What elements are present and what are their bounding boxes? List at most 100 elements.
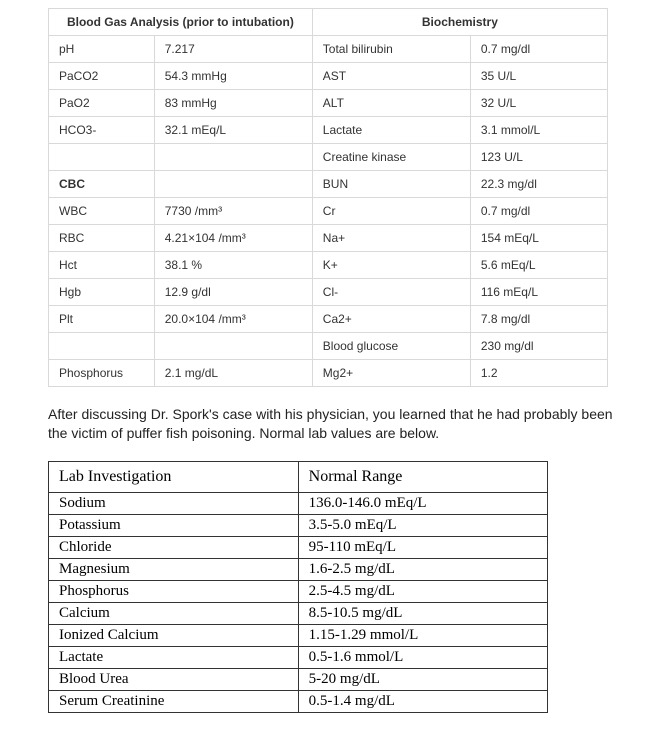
table-cell: CBC [49, 171, 155, 198]
table-cell: Lactate [312, 117, 470, 144]
table-cell: 83 mmHg [154, 90, 312, 117]
table-row: Lactate0.5-1.6 mmol/L [49, 646, 548, 668]
table-row: PaO283 mmHgALT32 U/L [49, 90, 608, 117]
table-cell: ALT [312, 90, 470, 117]
table-row: Calcium8.5-10.5 mg/dL [49, 602, 548, 624]
table-row: Serum Creatinine0.5-1.4 mg/dL [49, 690, 548, 712]
table-cell: Chloride [49, 536, 299, 558]
table-cell: 0.5-1.4 mg/dL [298, 690, 547, 712]
table-cell: 38.1 % [154, 252, 312, 279]
table-row: PaCO254.3 mmHgAST35 U/L [49, 63, 608, 90]
table-row: Hgb12.9 g/dlCl-116 mEq/L [49, 279, 608, 306]
table-row: Ionized Calcium1.15-1.29 mmol/L [49, 624, 548, 646]
table-cell: Cl- [312, 279, 470, 306]
table-row: Phosphorus2.5-4.5 mg/dL [49, 580, 548, 602]
table-cell: 154 mEq/L [470, 225, 607, 252]
table-cell: 1.15-1.29 mmol/L [298, 624, 547, 646]
table-cell: Blood glucose [312, 333, 470, 360]
table-cell: Potassium [49, 514, 299, 536]
table-cell: 54.3 mmHg [154, 63, 312, 90]
table-cell: 0.7 mg/dl [470, 198, 607, 225]
table-cell: 0.7 mg/dl [470, 36, 607, 63]
norm-header-row: Lab Investigation Normal Range [49, 461, 548, 492]
table-cell: Lactate [49, 646, 299, 668]
table-cell: K+ [312, 252, 470, 279]
table-row: Phosphorus2.1 mg/dLMg2+1.2 [49, 360, 608, 387]
table-cell: Hgb [49, 279, 155, 306]
table-cell: 12.9 g/dl [154, 279, 312, 306]
lab-table-body: pH7.217Total bilirubin0.7 mg/dlPaCO254.3… [49, 36, 608, 387]
norm-table-body: Sodium136.0-146.0 mEq/LPotassium3.5-5.0 … [49, 492, 548, 712]
lab-table-header-row: Blood Gas Analysis (prior to intubation)… [49, 9, 608, 36]
header-blood-gas: Blood Gas Analysis (prior to intubation) [49, 9, 313, 36]
table-cell: Ionized Calcium [49, 624, 299, 646]
table-cell: 32.1 mEq/L [154, 117, 312, 144]
table-cell: 32 U/L [470, 90, 607, 117]
table-cell: 35 U/L [470, 63, 607, 90]
table-cell: Mg2+ [312, 360, 470, 387]
table-cell: HCO3- [49, 117, 155, 144]
table-cell: 5-20 mg/dL [298, 668, 547, 690]
table-cell: 4.21×104 /mm³ [154, 225, 312, 252]
table-cell [154, 333, 312, 360]
table-cell: 7730 /mm³ [154, 198, 312, 225]
table-cell: Ca2+ [312, 306, 470, 333]
norm-head-lab: Lab Investigation [49, 461, 299, 492]
narrative-text: After discussing Dr. Spork's case with h… [48, 405, 627, 443]
table-row: Creatine kinase123 U/L [49, 144, 608, 171]
table-cell: 3.5-5.0 mEq/L [298, 514, 547, 536]
table-cell: 2.5-4.5 mg/dL [298, 580, 547, 602]
table-cell: 20.0×104 /mm³ [154, 306, 312, 333]
table-cell: 95-110 mEq/L [298, 536, 547, 558]
table-cell: AST [312, 63, 470, 90]
page-content: Blood Gas Analysis (prior to intubation)… [0, 0, 659, 733]
table-cell: 136.0-146.0 mEq/L [298, 492, 547, 514]
table-cell: 7.217 [154, 36, 312, 63]
table-cell: 230 mg/dl [470, 333, 607, 360]
table-cell: Calcium [49, 602, 299, 624]
table-cell: 1.6-2.5 mg/dL [298, 558, 547, 580]
table-cell: BUN [312, 171, 470, 198]
table-row: Chloride95-110 mEq/L [49, 536, 548, 558]
table-row: HCO3-32.1 mEq/LLactate3.1 mmol/L [49, 117, 608, 144]
table-row: pH7.217Total bilirubin0.7 mg/dl [49, 36, 608, 63]
table-cell: 2.1 mg/dL [154, 360, 312, 387]
table-row: RBC4.21×104 /mm³Na+154 mEq/L [49, 225, 608, 252]
table-cell: Creatine kinase [312, 144, 470, 171]
table-cell: 5.6 mEq/L [470, 252, 607, 279]
table-cell: WBC [49, 198, 155, 225]
table-cell [154, 144, 312, 171]
table-cell: PaO2 [49, 90, 155, 117]
table-cell: 116 mEq/L [470, 279, 607, 306]
table-cell: 22.3 mg/dl [470, 171, 607, 198]
table-cell: Sodium [49, 492, 299, 514]
table-row: Hct38.1 %K+5.6 mEq/L [49, 252, 608, 279]
table-cell [49, 333, 155, 360]
table-cell: 1.2 [470, 360, 607, 387]
table-cell: Blood Urea [49, 668, 299, 690]
lab-values-table: Blood Gas Analysis (prior to intubation)… [48, 8, 608, 387]
table-cell: Na+ [312, 225, 470, 252]
table-row: Magnesium1.6-2.5 mg/dL [49, 558, 548, 580]
norm-head-range: Normal Range [298, 461, 547, 492]
table-cell: Hct [49, 252, 155, 279]
table-row: Potassium3.5-5.0 mEq/L [49, 514, 548, 536]
table-cell [49, 144, 155, 171]
table-row: Plt20.0×104 /mm³Ca2+7.8 mg/dl [49, 306, 608, 333]
table-cell [154, 171, 312, 198]
table-cell: Total bilirubin [312, 36, 470, 63]
table-row: Sodium136.0-146.0 mEq/L [49, 492, 548, 514]
header-biochemistry: Biochemistry [312, 9, 607, 36]
table-cell: Phosphorus [49, 360, 155, 387]
table-cell: 8.5-10.5 mg/dL [298, 602, 547, 624]
table-cell: 3.1 mmol/L [470, 117, 607, 144]
table-cell: 7.8 mg/dl [470, 306, 607, 333]
table-cell: Phosphorus [49, 580, 299, 602]
table-row: Blood glucose230 mg/dl [49, 333, 608, 360]
table-row: Blood Urea5-20 mg/dL [49, 668, 548, 690]
table-cell: RBC [49, 225, 155, 252]
table-cell: Plt [49, 306, 155, 333]
table-cell: pH [49, 36, 155, 63]
table-cell: 123 U/L [470, 144, 607, 171]
table-cell: PaCO2 [49, 63, 155, 90]
